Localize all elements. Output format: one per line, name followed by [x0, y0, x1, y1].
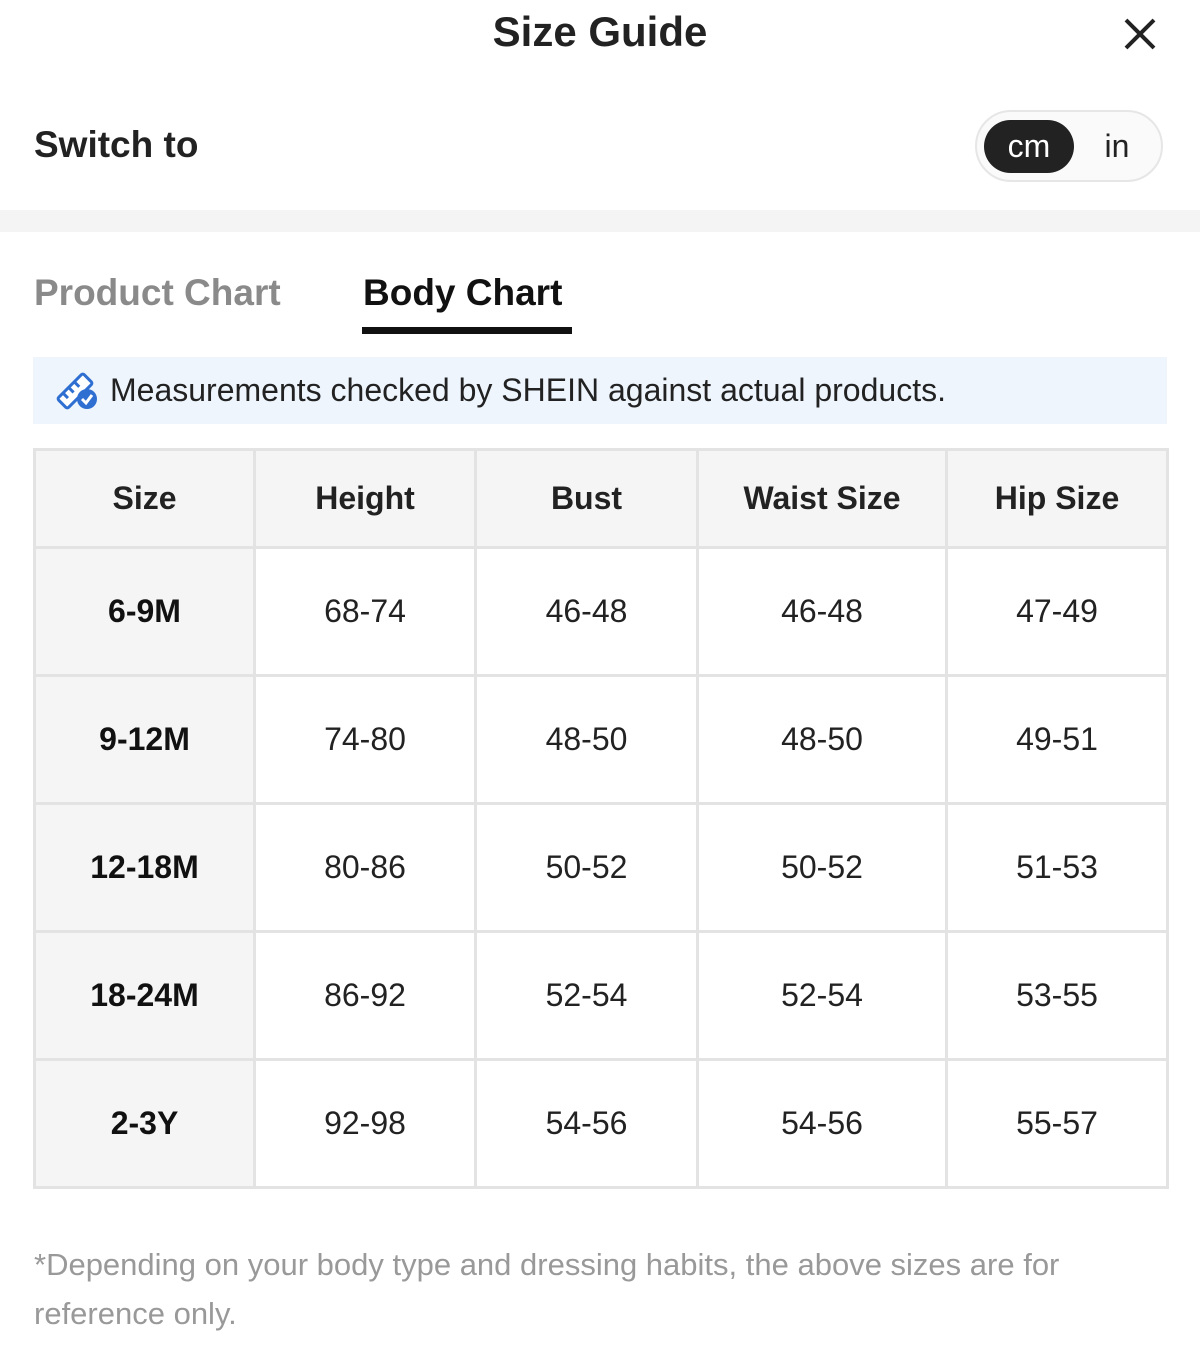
divider [0, 210, 1200, 232]
notice-text: Measurements checked by SHEIN against ac… [110, 372, 946, 408]
tab-indicator [362, 327, 572, 334]
close-button[interactable] [1118, 12, 1162, 56]
unit-toggle: cm in [975, 110, 1163, 182]
measure-cell: 50-52 [474, 802, 699, 933]
measure-cell: 50-52 [696, 802, 948, 933]
switch-label: Switch to [34, 124, 199, 165]
header-row: Size Height Bust Waist Size Hip Size [33, 448, 1169, 549]
measure-cell: 52-54 [474, 930, 699, 1061]
size-cell: 18-24M [33, 930, 256, 1061]
measure-cell: 53-55 [945, 930, 1169, 1061]
measure-cell: 52-54 [696, 930, 948, 1061]
title: Size Guide [492, 8, 708, 55]
tab[interactable]: Product Chart [34, 272, 281, 313]
measure-cell: 48-50 [696, 674, 948, 805]
measure-cell: 54-56 [474, 1058, 699, 1189]
table-row: 12-18M 80-86 50-52 50-52 51-53 [33, 802, 1169, 933]
measure-cell: 55-57 [945, 1058, 1169, 1189]
footnote: *Depending on your body type and dressin… [34, 1247, 1060, 1331]
tab[interactable]: Body Chart [363, 272, 563, 313]
measure-cell: 49-51 [945, 674, 1169, 805]
table-row: 6-9M 68-74 46-48 46-48 47-49 [33, 546, 1169, 677]
measure-cell: 46-48 [474, 546, 699, 677]
column-header: Hip Size [945, 448, 1169, 549]
size-cell: 2-3Y [33, 1058, 256, 1189]
unit-option[interactable]: in [1104, 128, 1130, 164]
measure-cell: 92-98 [253, 1058, 477, 1189]
table-row: 18-24M 86-92 52-54 52-54 53-55 [33, 930, 1169, 1061]
column-header: Height [253, 448, 477, 549]
measure-cell: 47-49 [945, 546, 1169, 677]
measure-cell: 54-56 [696, 1058, 948, 1189]
size-cell: 9-12M [33, 674, 256, 805]
measure-cell: 51-53 [945, 802, 1169, 933]
measure-cell: 46-48 [696, 546, 948, 677]
table-row: 2-3Y 92-98 54-56 54-56 55-57 [33, 1058, 1169, 1189]
notice: Measurements checked by SHEIN against ac… [33, 357, 1167, 424]
measure-cell: 86-92 [253, 930, 477, 1061]
measure-cell: 68-74 [253, 546, 477, 677]
unit-option[interactable]: cm [984, 120, 1074, 173]
size-cell: 12-18M [33, 802, 256, 933]
measure-cell: 48-50 [474, 674, 699, 805]
size-cell: 6-9M [33, 546, 256, 677]
size-table: Size Height Bust Waist Size Hip Size 6-9M 68-7… [33, 448, 1169, 1189]
measure-cell: 74-80 [253, 674, 477, 805]
table-row: 9-12M 74-80 48-50 48-50 49-51 [33, 674, 1169, 805]
measure-cell: 80-86 [253, 802, 477, 933]
column-header: Waist Size [696, 448, 948, 549]
column-header: Size [33, 448, 256, 549]
column-header: Bust [474, 448, 699, 549]
ruler-icon [56, 372, 97, 410]
